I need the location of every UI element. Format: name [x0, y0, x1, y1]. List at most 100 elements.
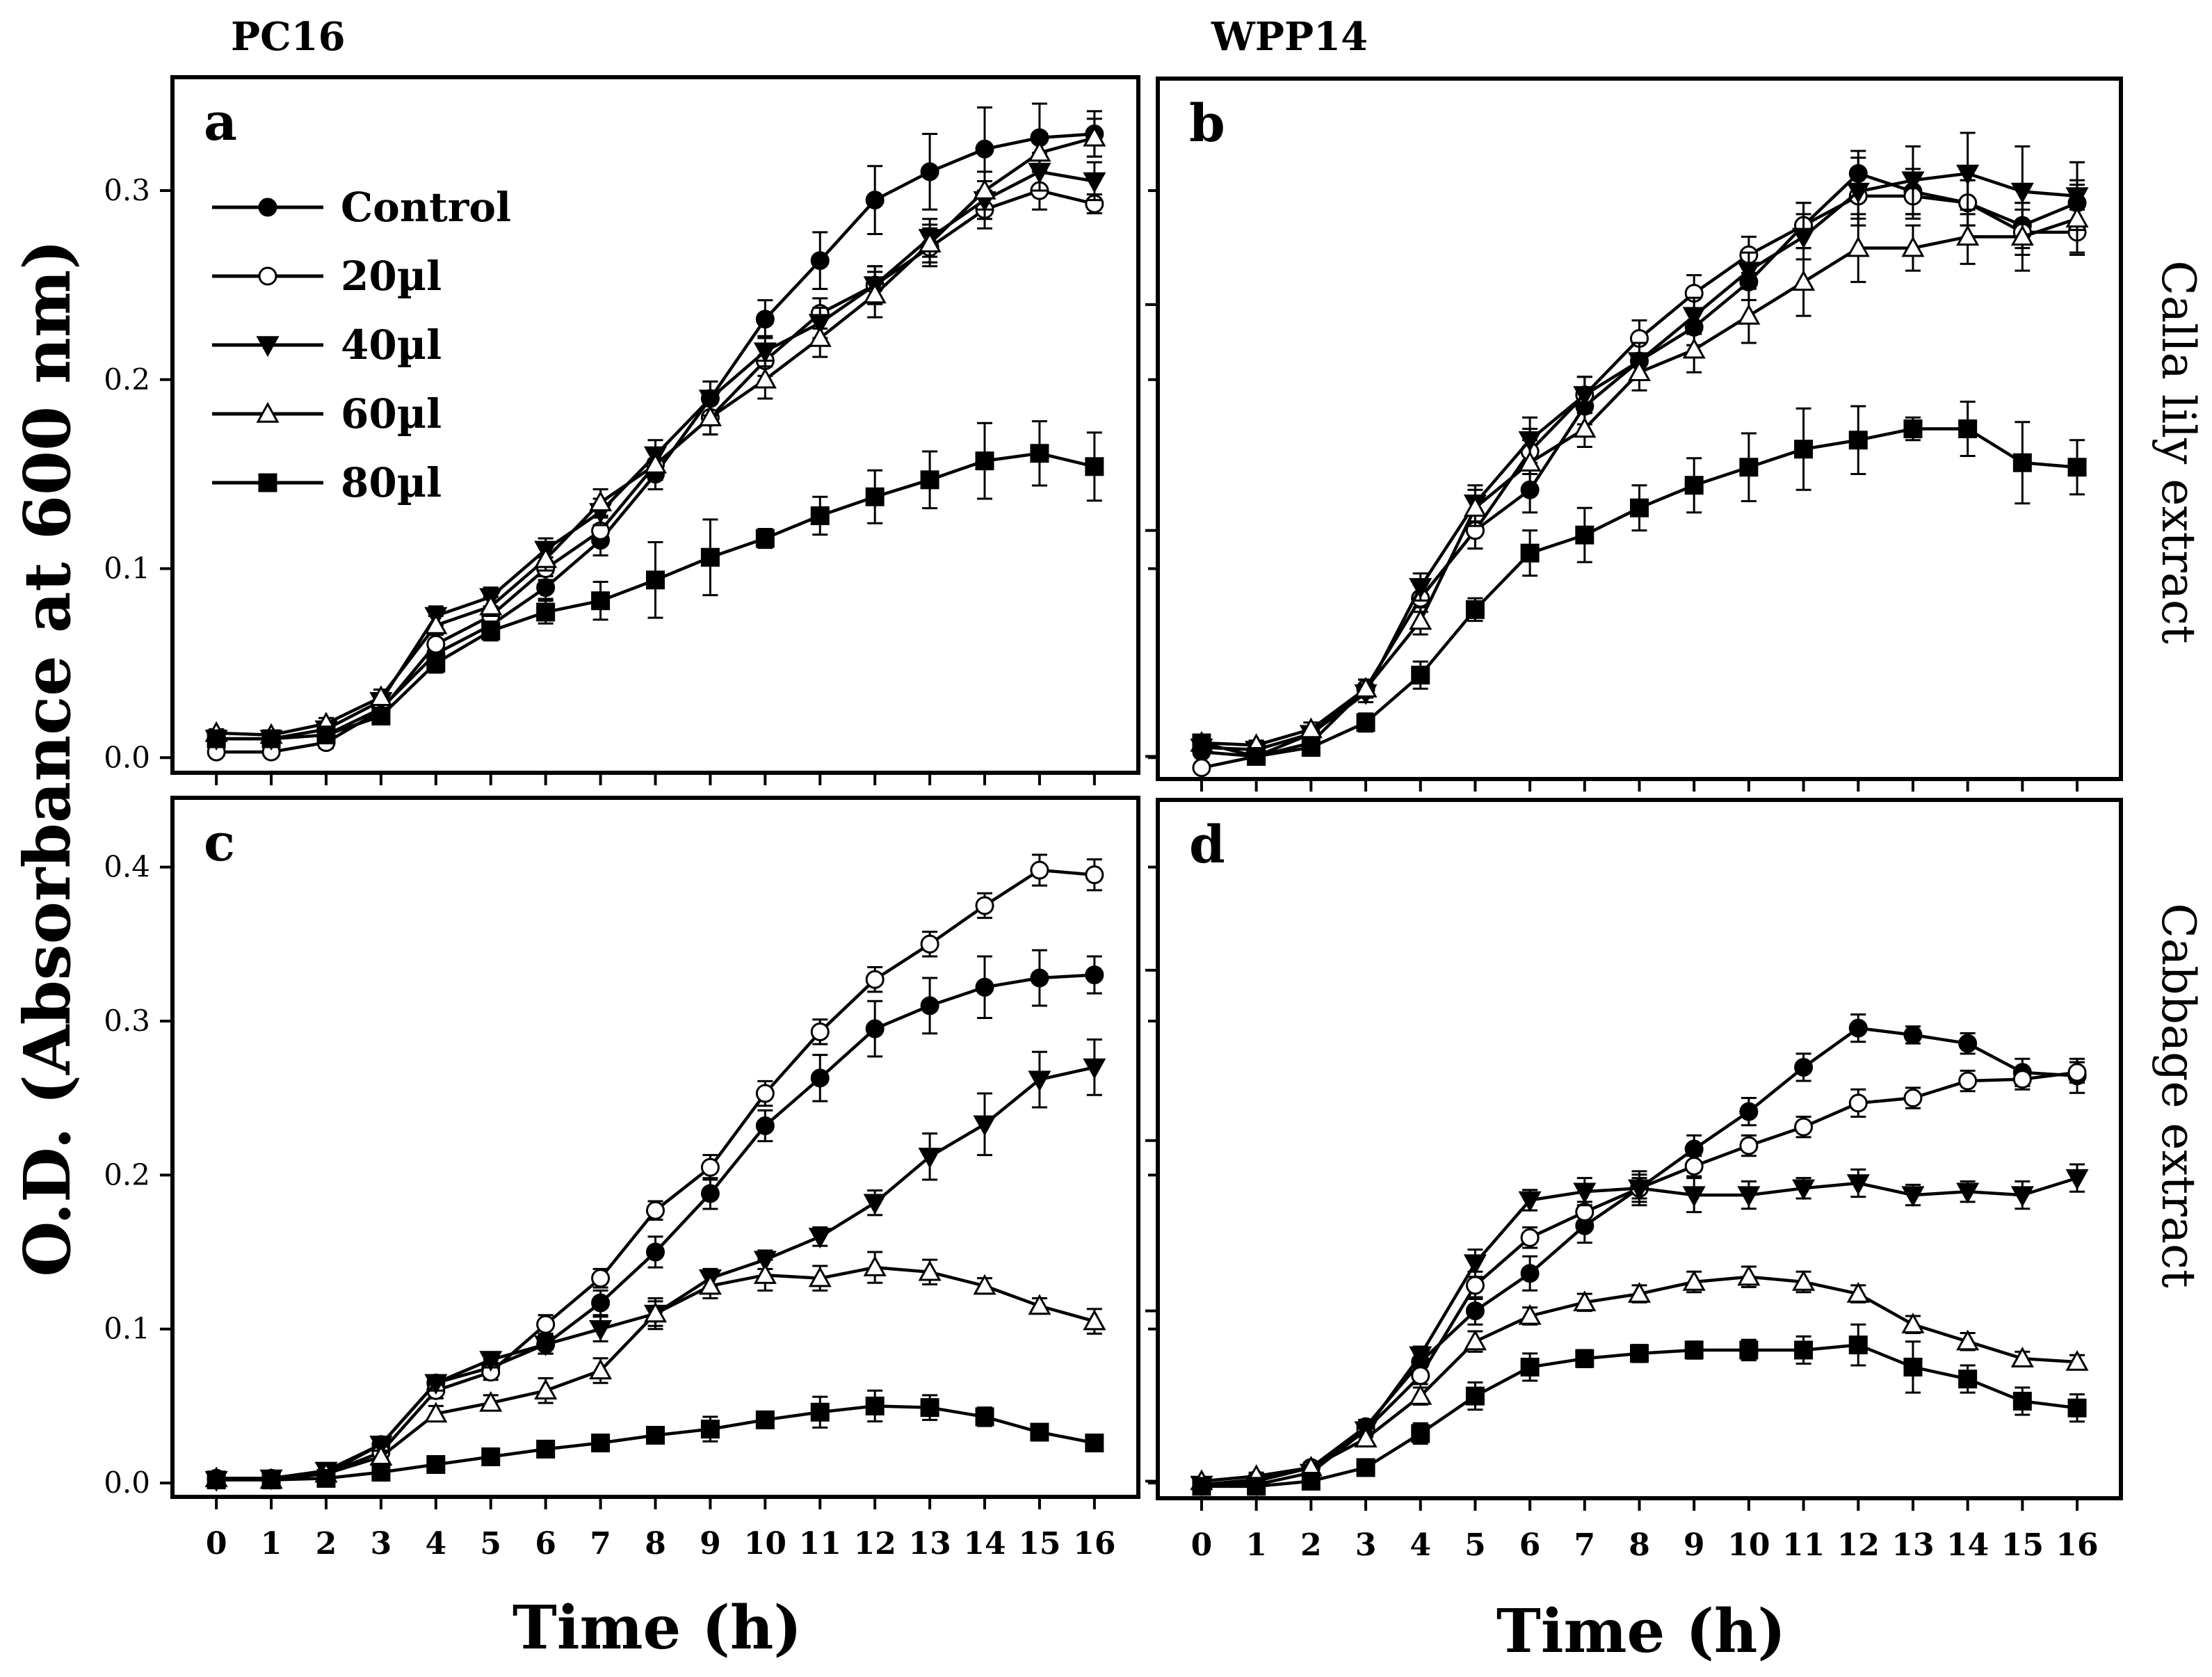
data-point-80ul	[810, 506, 830, 525]
data-point-60ul	[2065, 1350, 2089, 1371]
data-point-80ul	[1520, 1357, 1540, 1377]
data-point-60ul	[1028, 1294, 1051, 1315]
data-point-60ul	[2010, 225, 2034, 246]
data-point-60ul	[1299, 717, 1323, 739]
data-point-control	[865, 1019, 885, 1038]
panel-c-line-20ul	[216, 868, 1095, 1480]
data-point-60ul	[918, 1260, 942, 1281]
data-point-80ul	[1958, 419, 1978, 438]
data-point-40ul	[1573, 386, 1597, 407]
panel-c-xtick-label: 7	[590, 1526, 611, 1562]
data-point-40ul	[1846, 182, 1870, 204]
panel-b-line-80ul	[1201, 427, 2078, 758]
data-point-20ul	[536, 1315, 556, 1334]
data-point-80ul	[316, 725, 336, 745]
data-point-60ul	[808, 326, 832, 347]
data-point-60ul	[1573, 1290, 1597, 1312]
data-point-20ul	[1684, 1156, 1704, 1175]
panel-c-xtick-label: 5	[480, 1526, 501, 1562]
panel-d-series-60ul	[1190, 1265, 2089, 1491]
data-point-40ul	[2065, 1169, 2089, 1190]
data-point-40ul	[1901, 1186, 1925, 1207]
panel-b-series-40ul	[1190, 131, 2089, 762]
panel-c-xtick-label: 9	[700, 1526, 721, 1562]
legend-label: 20µl	[341, 252, 442, 300]
data-point-60ul	[1737, 303, 1761, 325]
data-point-80ul	[1411, 666, 1430, 685]
panel-d-line-control	[1201, 1026, 2078, 1486]
data-point-40ul	[1792, 227, 1816, 249]
legend-item-60ul: 60µl	[212, 390, 442, 438]
data-point-80ul	[920, 1398, 939, 1418]
data-point-80ul	[1848, 1335, 1868, 1355]
panel-d-chart: d0 1 2 3 4 5 6 7 8 9 10 11 12 13 14 15 16	[1145, 798, 2123, 1563]
data-point-control	[1903, 1025, 1923, 1045]
data-point-80ul	[1247, 747, 1266, 767]
panel-c-xtick-label: 1	[261, 1526, 282, 1562]
data-point-60ul	[643, 1301, 668, 1323]
panel-c-series-80ul	[207, 1389, 1104, 1490]
data-point-80ul	[536, 602, 556, 622]
data-point-40ul	[1956, 164, 1980, 186]
data-point-control	[591, 1293, 611, 1313]
data-point-80ul	[1192, 1477, 1211, 1496]
panel-d-xtick-label: 10	[1727, 1527, 1770, 1563]
data-point-60ul	[808, 1266, 832, 1287]
data-point-60ul	[2010, 1347, 2034, 1367]
data-point-60ul	[698, 406, 722, 426]
data-point-control	[755, 310, 775, 329]
data-point-40ul	[1409, 578, 1432, 599]
data-point-control	[920, 162, 939, 182]
data-point-80ul	[1247, 1477, 1266, 1496]
data-point-20ul	[755, 1084, 775, 1103]
data-point-control	[700, 1184, 720, 1203]
data-point-80ul	[1630, 498, 1649, 517]
data-point-40ul	[1083, 172, 1106, 193]
data-point-40ul	[424, 1374, 448, 1395]
legend-label: Control	[341, 184, 511, 231]
panel-d-xtick-label: 13	[1891, 1527, 1934, 1563]
data-point-80ul	[646, 1425, 665, 1445]
data-point-60ul	[534, 1379, 558, 1399]
data-point-80ul	[536, 1439, 556, 1459]
data-point-60ul	[1463, 1329, 1487, 1351]
data-point-control	[646, 1242, 665, 1262]
panel-c-ytick-label: 0.2	[104, 1157, 150, 1191]
panel-c-xtick-label: 14	[963, 1526, 1006, 1562]
panel-c-series-60ul	[204, 1251, 1106, 1489]
data-point-60ul	[1354, 1427, 1378, 1447]
data-point-60ul	[1901, 1313, 1925, 1333]
data-point-control	[1794, 1057, 1814, 1077]
data-point-80ul	[1684, 1340, 1704, 1360]
data-point-20ul	[2067, 1063, 2087, 1082]
panel-c-ytick-label: 0.1	[104, 1312, 150, 1346]
data-point-80ul	[481, 1447, 501, 1466]
data-point-20ul	[1520, 1228, 1540, 1247]
data-point-60ul	[1518, 451, 1542, 472]
legend-marker-80ul	[258, 473, 277, 492]
data-point-60ul	[643, 452, 668, 474]
data-point-control	[810, 251, 830, 271]
panel-d-line-20ul	[1201, 1070, 2078, 1486]
panel-c-xtick-label: 11	[799, 1526, 841, 1562]
panel-c-xtick-label: 0	[206, 1526, 227, 1562]
y-axis-label: O.D. (Absorbance at 600 nm)	[10, 239, 85, 1277]
data-point-20ul	[920, 934, 939, 954]
data-point-80ul	[371, 1463, 391, 1482]
data-point-60ul	[424, 613, 448, 634]
panel-c-line-control	[216, 973, 1095, 1480]
data-point-60ul	[973, 1274, 996, 1295]
data-point-80ul	[426, 653, 446, 673]
panel-d-xtick-label: 1	[1245, 1527, 1267, 1563]
data-point-20ul	[1192, 758, 1211, 778]
data-point-20ul	[700, 1157, 720, 1177]
data-point-80ul	[1575, 1349, 1595, 1368]
data-point-80ul	[700, 547, 720, 567]
data-point-40ul	[1028, 1070, 1051, 1092]
data-point-control	[755, 1116, 775, 1136]
data-point-80ul	[316, 1468, 336, 1488]
data-point-80ul	[1848, 431, 1868, 450]
data-point-20ul	[1085, 865, 1104, 885]
data-point-20ul	[1411, 1366, 1430, 1386]
